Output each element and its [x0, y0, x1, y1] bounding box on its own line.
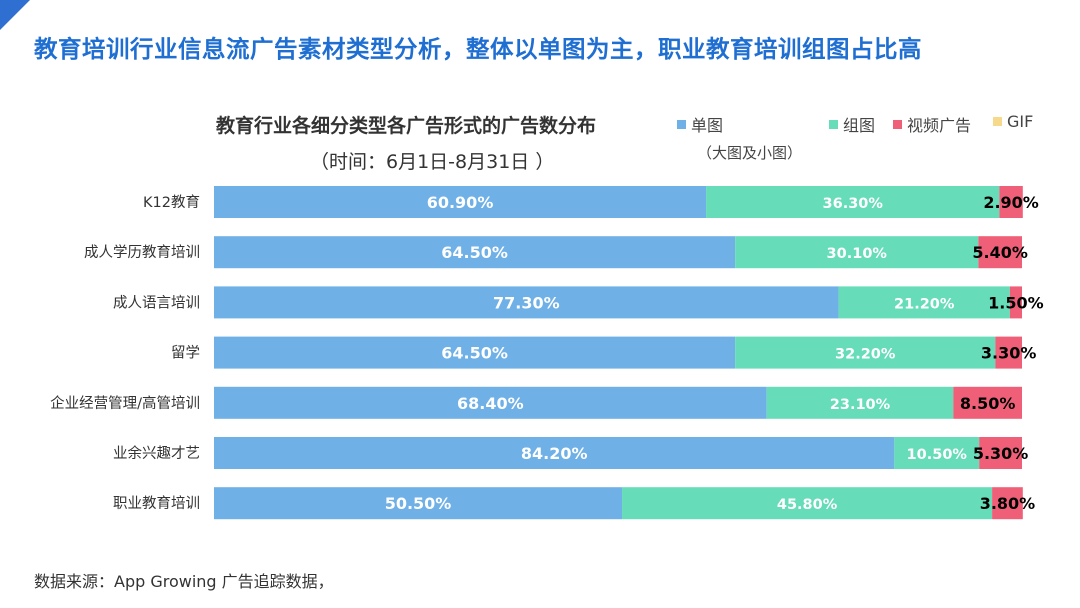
data-label: 3.80% [980, 494, 1036, 513]
category-label: 成人学历教育培训 [84, 244, 200, 261]
data-label: 50.50% [385, 494, 452, 513]
data-label: 10.50% [907, 447, 968, 463]
legend-swatch-video [893, 119, 902, 129]
bar-segment [766, 386, 954, 419]
data-label: 32.20% [835, 347, 896, 363]
legend-note: （大图及小图） [697, 144, 803, 162]
bar-segment [214, 236, 736, 269]
category-label: 企业经营管理/高管培训 [50, 394, 200, 412]
legend-swatch-group [829, 119, 838, 129]
bar-segment [995, 336, 1022, 369]
data-label: 8.50% [960, 394, 1016, 413]
bar-segment [214, 186, 707, 218]
data-label: 60.90% [427, 193, 494, 212]
category-label: K12教育 [143, 194, 200, 211]
category-label: 业余兴趣才艺 [113, 444, 200, 462]
legend-label-single: 单图 [691, 116, 724, 135]
data-label: 64.50% [441, 243, 508, 262]
data-label: 45.80% [777, 497, 838, 513]
source-note: 数据来源：App Growing 广告追踪数据， [34, 572, 334, 591]
bar-segment [978, 236, 1022, 269]
bar-segment [735, 336, 996, 369]
bar-segment [214, 487, 623, 520]
legend-item-group: 组图 [829, 112, 875, 136]
data-label: 1.50% [988, 293, 1044, 312]
data-label: 36.30% [823, 196, 884, 212]
data-label: 5.40% [972, 243, 1028, 262]
legend-item-gif: GIF [993, 112, 1033, 131]
legend-label-video: 视频广告 [907, 116, 972, 135]
category-label: 成人语言培训 [113, 294, 200, 311]
data-label: 68.40% [457, 394, 524, 413]
bar-segment [838, 286, 1010, 319]
legend-label-gif: GIF [1007, 112, 1034, 131]
data-label: 3.30% [981, 344, 1037, 363]
bar-segment [214, 336, 736, 369]
bar-segment [979, 437, 1022, 469]
category-label: 留学 [171, 345, 200, 362]
legend-item-single: 单图 [677, 112, 723, 136]
bar-segment [735, 236, 979, 269]
data-label: 2.90% [983, 193, 1039, 212]
bar-segment [999, 186, 1023, 218]
bar-segment [214, 286, 839, 319]
bar-segment [894, 437, 980, 469]
data-label: 5.30% [973, 444, 1029, 463]
data-label: 64.50% [441, 344, 508, 363]
data-label: 30.10% [827, 246, 888, 262]
chart-subtitle: （时间：6月1日-8月31日 ） [310, 151, 555, 173]
bar-segment [1009, 286, 1022, 319]
bar-segment [622, 487, 993, 520]
headline: 教育培训行业信息流广告素材类型分析，整体以单图为主，职业教育培训组图占比高 [34, 35, 922, 63]
bar-segment [214, 437, 895, 469]
bar-segment [953, 386, 1022, 419]
legend-swatch-gif [993, 117, 1002, 126]
bar-segment [706, 186, 1000, 218]
category-label: 职业教育培训 [113, 495, 200, 512]
bar-segment [214, 386, 767, 419]
data-label: 23.10% [830, 397, 891, 413]
legend-item-video: 视频广告 [893, 112, 971, 136]
data-label: 21.20% [894, 296, 955, 312]
data-label: 77.30% [493, 293, 560, 312]
corner-decoration [0, 0, 30, 30]
legend-swatch-single [677, 119, 686, 129]
legend-label-group: 组图 [843, 116, 876, 135]
chart-title: 教育行业各细分类型各广告形式的广告数分布 [216, 115, 597, 137]
data-label: 84.20% [521, 444, 588, 463]
bar-segment [992, 487, 1023, 520]
